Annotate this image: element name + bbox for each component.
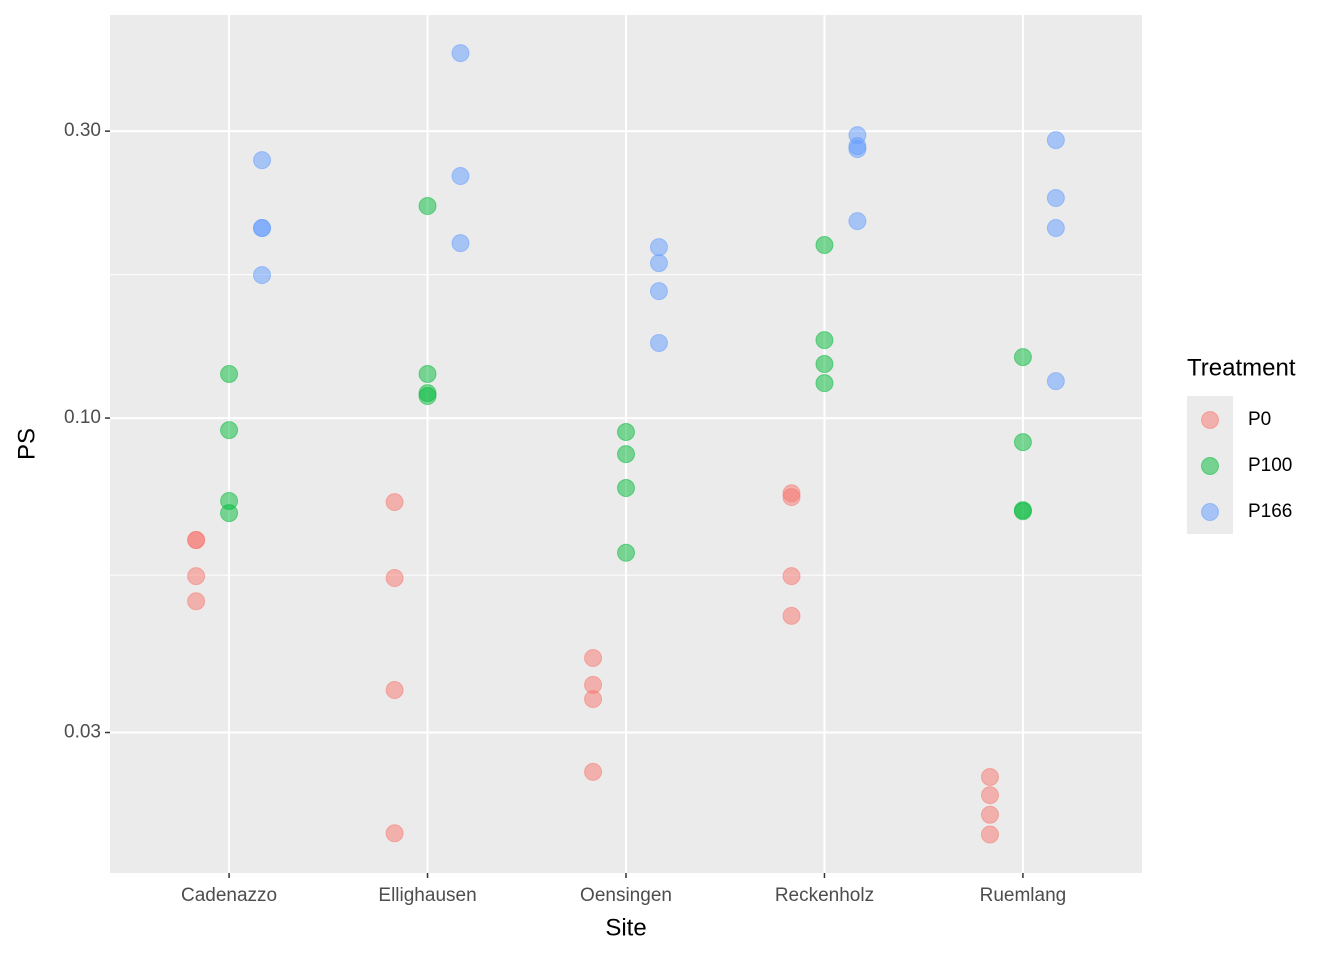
point <box>220 364 239 383</box>
point <box>418 387 437 406</box>
point <box>980 786 999 805</box>
point <box>815 374 834 393</box>
point <box>451 44 470 63</box>
point <box>1013 502 1032 521</box>
point <box>980 805 999 824</box>
point <box>617 423 635 442</box>
point <box>385 493 404 512</box>
point <box>584 690 603 709</box>
point <box>649 238 668 257</box>
legend-key <box>1201 457 1219 475</box>
point <box>782 606 801 625</box>
point <box>418 197 437 216</box>
point <box>782 567 801 586</box>
point <box>187 567 206 586</box>
point <box>1013 348 1032 367</box>
legend-label: P0 <box>1248 409 1271 430</box>
point <box>848 140 867 159</box>
legend-key <box>1201 503 1219 521</box>
point <box>584 762 603 781</box>
x-tick-label: Reckenholz <box>775 885 874 906</box>
legend-label: P166 <box>1248 501 1292 522</box>
point <box>220 504 239 523</box>
point <box>451 167 470 186</box>
y-tick-label: 0.30 <box>64 120 101 141</box>
x-tick-label: Cadenazzo <box>181 885 277 906</box>
point <box>617 479 635 498</box>
point <box>782 488 801 507</box>
point <box>617 543 635 562</box>
x-axis-title: Site <box>605 914 646 941</box>
point <box>649 282 668 301</box>
x-tick-label: Ruemlang <box>980 885 1067 906</box>
legend-key <box>1201 411 1219 429</box>
point <box>385 681 404 700</box>
point <box>187 592 206 611</box>
y-tick-label: 0.03 <box>64 722 101 743</box>
point <box>1046 189 1065 208</box>
legend-label: P100 <box>1248 455 1292 476</box>
point <box>451 234 470 253</box>
legend-title: Treatment <box>1187 354 1296 381</box>
point <box>649 334 668 353</box>
point <box>1046 219 1065 238</box>
point <box>617 445 635 464</box>
point <box>253 151 272 170</box>
point <box>385 569 404 588</box>
point <box>584 649 603 668</box>
point <box>253 219 272 238</box>
point <box>649 254 668 273</box>
point <box>187 530 206 549</box>
point <box>1013 433 1032 452</box>
point <box>220 421 239 440</box>
point <box>980 825 999 844</box>
point <box>1046 131 1065 150</box>
point <box>1046 372 1065 391</box>
y-axis-title: PS <box>13 428 40 460</box>
y-tick-label: 0.10 <box>64 407 101 428</box>
point <box>385 824 404 843</box>
point <box>815 235 834 254</box>
point <box>815 355 834 374</box>
x-tick-label: Ellighausen <box>378 885 476 906</box>
x-tick-label: Oensingen <box>580 885 672 906</box>
point <box>980 768 999 787</box>
point <box>848 212 867 231</box>
point <box>815 331 834 350</box>
point <box>418 364 437 383</box>
point <box>253 266 272 285</box>
